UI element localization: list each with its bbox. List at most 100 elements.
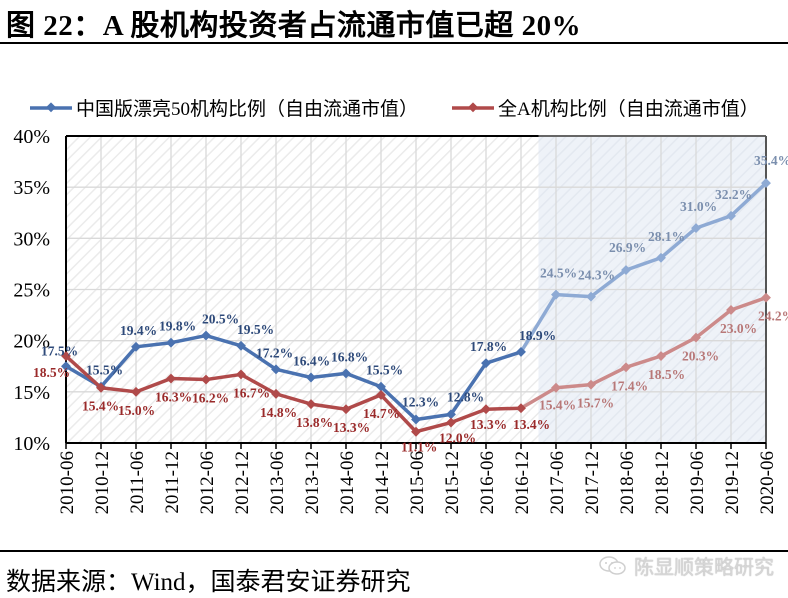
data-label-series2: 13.8% — [296, 415, 333, 430]
data-label-series1: 17.5% — [41, 343, 78, 358]
line-chart: 中国版漂亮50机构比例（自由流通市值） 全A机构比例（自由流通市值） 10% 15%… — [13, 98, 788, 514]
data-label-series1: 20.5% — [202, 312, 239, 327]
data-label-series2: 17.4% — [611, 378, 648, 393]
data-point-marker — [586, 291, 596, 302]
x-tick-label: 2012-12 — [232, 451, 253, 514]
data-label-series1: 12.8% — [447, 389, 484, 404]
data-label-series2: 20.3% — [682, 349, 719, 364]
data-label-series2: 13.3% — [333, 420, 370, 435]
data-point-marker — [166, 373, 176, 384]
data-labels: 17.5% 15.5% 19.4% 19.8% 20.5%19.5% 17.2%16.4%… — [33, 153, 788, 455]
data-label-series2: 11.1% — [401, 440, 437, 455]
data-point-marker — [656, 351, 666, 361]
data-label-series2: 14.8% — [260, 405, 297, 420]
data-point-marker — [131, 341, 141, 352]
data-point-marker — [201, 374, 211, 385]
x-tick-label: 2010-06 — [57, 451, 78, 514]
data-point-marker — [516, 346, 526, 357]
data-point-marker — [376, 381, 386, 392]
data-label-series1: 15.5% — [366, 363, 403, 378]
data-label-series2: 14.7% — [363, 406, 400, 421]
data-point-marker — [271, 364, 281, 375]
data-point-marker — [236, 340, 246, 351]
x-tick-label: 2018-06 — [617, 451, 638, 514]
x-tick-label: 2019-06 — [687, 451, 708, 514]
data-label-series1: 24.5% — [540, 266, 577, 281]
data-point-marker — [341, 404, 351, 415]
data-point-marker — [726, 305, 736, 315]
data-point-marker — [691, 332, 701, 343]
data-label-series1: 17.8% — [470, 339, 507, 354]
data-label-series2: 13.3% — [470, 417, 507, 432]
data-label-series2: 15.7% — [577, 396, 614, 411]
data-point-marker — [306, 372, 316, 383]
x-tick-label: 2019-12 — [722, 451, 743, 514]
x-tick-label: 2017-12 — [582, 451, 603, 514]
data-label-series2: 18.5% — [648, 367, 685, 382]
x-tick-label: 2013-06 — [267, 451, 288, 514]
y-tick-label: 15% — [13, 382, 50, 404]
x-tick-label: 2020-06 — [757, 451, 778, 514]
data-label-series1: 15.5% — [86, 363, 123, 378]
data-label-series1: 24.3% — [578, 268, 615, 283]
x-tick-label: 2014-06 — [337, 451, 358, 514]
data-point-marker — [481, 358, 491, 369]
data-label-series1: 19.8% — [159, 319, 196, 334]
data-point-marker — [551, 382, 561, 393]
x-tick-label: 2011-12 — [162, 451, 183, 514]
data-label-series2: 23.0% — [720, 321, 757, 336]
data-source: 数据来源：Wind，国泰君安证券研究 — [6, 569, 411, 596]
y-tick-label: 10% — [13, 433, 50, 455]
data-point-marker — [236, 369, 246, 380]
x-tick-label: 2012-06 — [197, 451, 218, 514]
x-tick-label: 2013-12 — [302, 451, 323, 514]
legend-series1: 中国版漂亮50机构比例（自由流通市值） — [76, 98, 418, 120]
data-point-marker — [271, 388, 281, 399]
data-point-marker — [201, 330, 211, 341]
footer-divider — [0, 550, 788, 552]
data-label-series1: 12.3% — [402, 394, 439, 409]
data-point-marker — [446, 409, 456, 420]
data-label-series2: 13.4% — [513, 417, 550, 432]
x-tick-label: 2016-06 — [477, 451, 498, 514]
data-point-marker — [761, 178, 771, 189]
data-point-marker — [761, 292, 771, 303]
x-tick-label: 2017-06 — [547, 451, 568, 514]
data-point-marker — [411, 426, 421, 437]
data-label-series1: 17.2% — [256, 345, 293, 360]
title-divider — [0, 42, 788, 44]
data-point-marker — [341, 368, 351, 379]
y-tick-label: 35% — [13, 177, 50, 199]
data-label-series2: 16.3% — [155, 390, 192, 405]
data-label-series1: 19.5% — [237, 322, 274, 337]
data-point-marker — [551, 289, 561, 300]
chart-legend: 中国版漂亮50机构比例（自由流通市值） 全A机构比例（自由流通市值） — [30, 98, 759, 120]
data-point-marker — [621, 265, 631, 276]
x-tick-label: 2016-12 — [512, 451, 533, 514]
legend-series2: 全A机构比例（自由流通市值） — [498, 98, 759, 120]
x-tick-label: 2014-12 — [372, 451, 393, 514]
data-label-series2: 16.2% — [192, 391, 229, 406]
x-tick-label: 2010-12 — [92, 451, 113, 514]
x-tick-label: 2018-12 — [652, 451, 673, 514]
data-label-series2: 16.7% — [233, 385, 270, 400]
data-label-series1: 18.9% — [519, 328, 556, 343]
data-point-marker — [376, 389, 386, 400]
y-tick-label: 30% — [13, 228, 50, 250]
x-tick-label: 2011-06 — [127, 451, 148, 514]
y-tick-label: 25% — [13, 280, 50, 302]
data-label-series2: 12.0% — [439, 431, 476, 446]
data-point-marker — [166, 337, 176, 348]
data-label-series1: 32.2% — [715, 187, 752, 202]
data-label-series1: 31.0% — [680, 199, 717, 214]
data-label-series1: 16.4% — [293, 354, 330, 369]
data-label-series1: 35.4% — [754, 153, 788, 168]
data-label-series1: 26.9% — [609, 240, 646, 255]
data-point-marker — [656, 252, 666, 263]
data-point-marker — [411, 414, 421, 425]
data-point-marker — [131, 386, 141, 397]
data-label-series1: 16.8% — [331, 349, 368, 364]
data-point-marker — [691, 223, 701, 234]
data-label-series2: 24.2% — [758, 309, 788, 324]
data-point-marker — [446, 417, 456, 428]
